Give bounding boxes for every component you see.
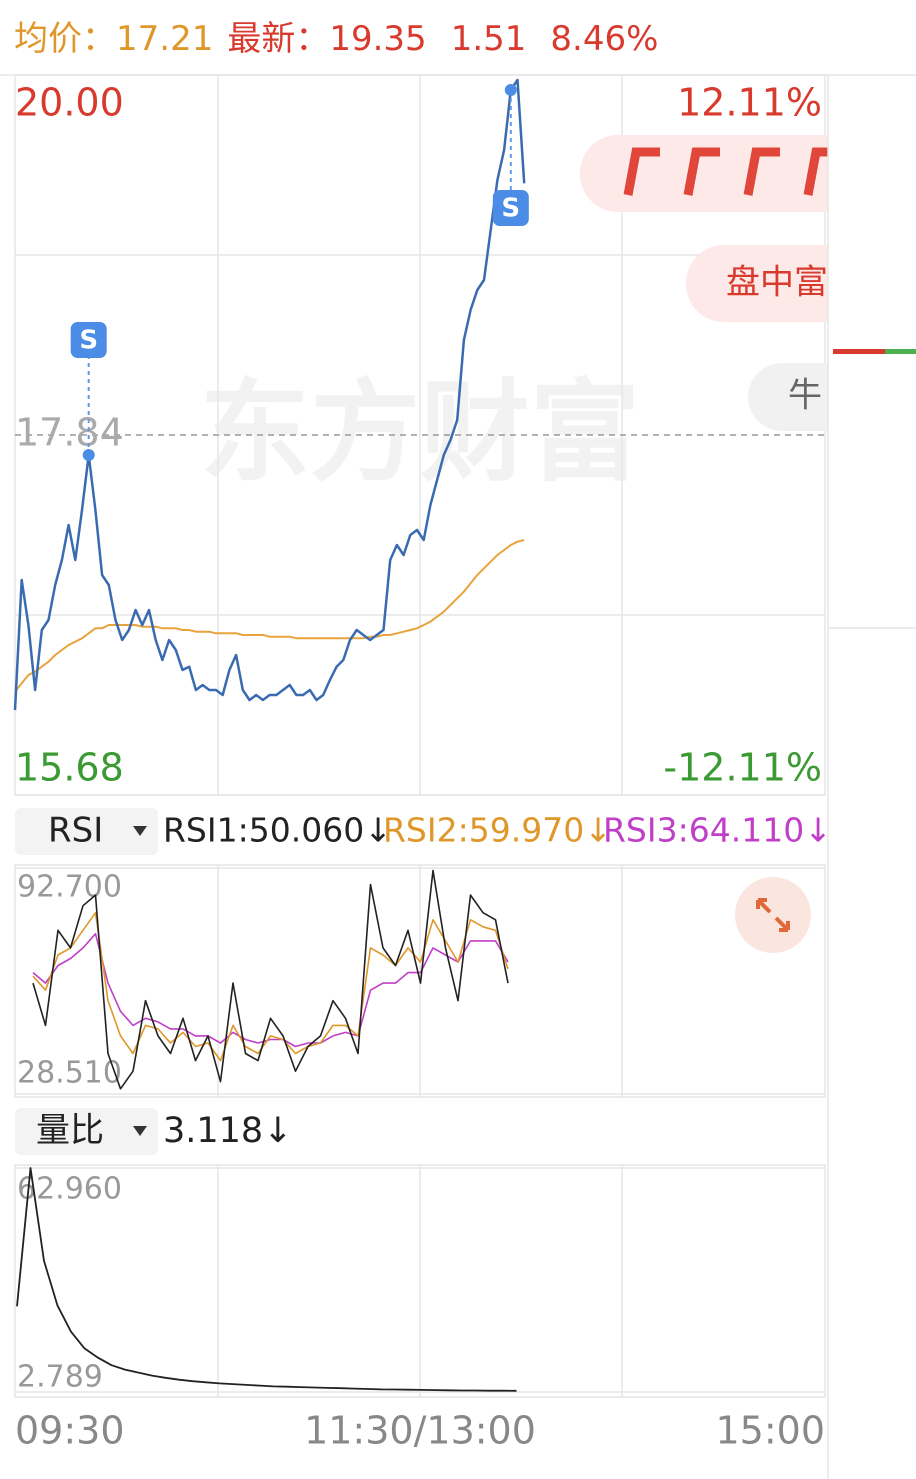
pct-low: -12.11% [663,746,822,790]
dropdown-arrow [133,826,147,836]
rsi-line [32,933,509,1048]
expand-button[interactable] [735,877,811,953]
last-value: 19.35 [329,19,426,59]
y-tick-label: 20.00 [15,81,124,125]
vr-line [16,1167,517,1392]
y-tick-label: 28.510 [17,1056,122,1091]
limit-icon [623,147,828,196]
signal-text: S [79,326,98,356]
avg-value: 17.21 [116,19,213,59]
avg-label: 均价： [14,19,116,59]
signal-badge [492,190,529,226]
rsi2-label: RSI2:59.970↓ [383,811,612,850]
chart-area: 东方财富 盘中富 牛 RSI RSI1:50.060↓ RSI2:59.970↓… [13,74,888,1453]
sell-bar [833,349,885,354]
price-line [13,78,526,711]
rsi-line [32,911,509,1062]
board-badge[interactable] [686,245,886,322]
last-label: 最新： [227,19,329,59]
y-tick-label: 2.789 [17,1360,103,1395]
expand-icon [756,898,790,932]
rsi-selector-text: RSI [48,811,103,851]
dropdown-arrow [133,1126,147,1136]
change-pct: 8.46% [550,19,658,59]
header: 均价：17.21 最新：19.35 1.51 8.46% [14,19,658,59]
rsi-selector[interactable] [15,808,158,855]
time-label: 11:30/13:00 [304,1409,536,1453]
average-line [14,539,525,693]
change: 1.51 [451,19,527,59]
board-badge-text: 盘中富 [726,263,828,303]
signal-text: S [501,194,520,224]
vr-selector[interactable] [15,1108,158,1155]
vr-selector-text: 量比 [36,1111,104,1151]
rsi3-label: RSI3:64.110↓ [603,811,832,850]
rsi1-label: RSI1:50.060↓ [163,811,392,850]
y-tick-label: 15.68 [15,746,124,790]
vr-label: 3.118↓ [163,1111,293,1151]
rsi-line [32,869,509,1090]
y-tick-label: 92.700 [17,870,122,905]
bull-badge-text: 牛 [788,376,822,416]
signal-dot [82,449,95,461]
limit-badge[interactable] [580,135,860,212]
signal-badge [70,322,107,358]
pct-high: 12.11% [677,81,822,125]
time-label: 15:00 [715,1409,825,1453]
buy-bar [885,349,916,354]
prev-close-label: 17.84 [15,411,124,455]
time-label: 09:30 [15,1409,125,1453]
signal-dot [504,84,517,96]
bull-badge[interactable] [748,363,888,431]
